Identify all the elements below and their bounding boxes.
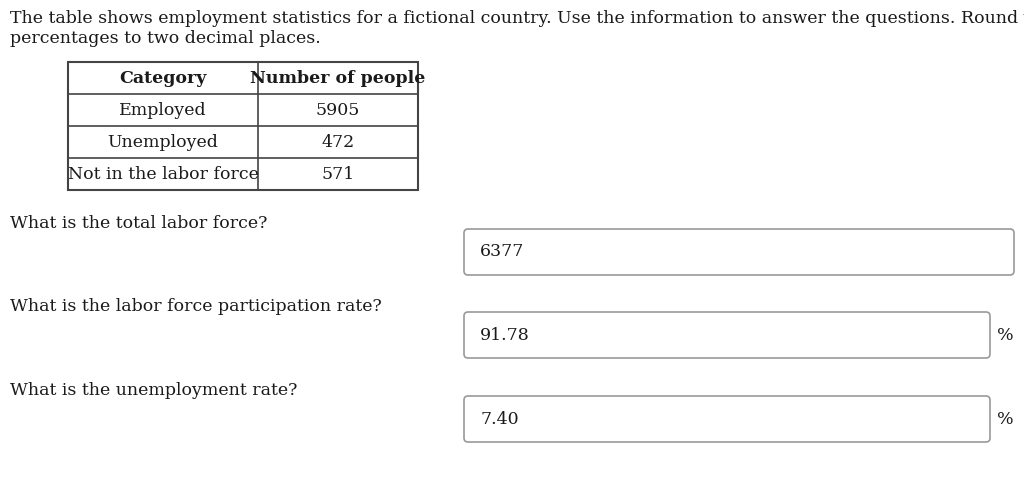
FancyBboxPatch shape	[464, 229, 1014, 275]
Text: The table shows employment statistics for a fictional country. Use the informati: The table shows employment statistics fo…	[10, 10, 1024, 27]
Text: %: %	[997, 326, 1014, 344]
Text: Number of people: Number of people	[250, 69, 426, 87]
Text: Employed: Employed	[119, 101, 207, 119]
Text: Not in the labor force: Not in the labor force	[68, 165, 258, 183]
Text: What is the unemployment rate?: What is the unemployment rate?	[10, 382, 297, 399]
Text: 6377: 6377	[480, 243, 524, 261]
Text: What is the total labor force?: What is the total labor force?	[10, 215, 267, 232]
FancyBboxPatch shape	[464, 312, 990, 358]
Bar	[68, 62, 418, 190]
Text: 7.40: 7.40	[480, 411, 518, 427]
Text: 91.78: 91.78	[480, 326, 529, 344]
FancyBboxPatch shape	[464, 396, 990, 442]
Text: What is the labor force participation rate?: What is the labor force participation ra…	[10, 298, 382, 315]
Text: 5905: 5905	[315, 101, 360, 119]
Text: 571: 571	[322, 165, 354, 183]
Text: %: %	[997, 411, 1014, 427]
Text: Category: Category	[120, 69, 207, 87]
Text: Unemployed: Unemployed	[108, 133, 218, 151]
Text: percentages to two decimal places.: percentages to two decimal places.	[10, 30, 321, 47]
Text: 472: 472	[322, 133, 354, 151]
